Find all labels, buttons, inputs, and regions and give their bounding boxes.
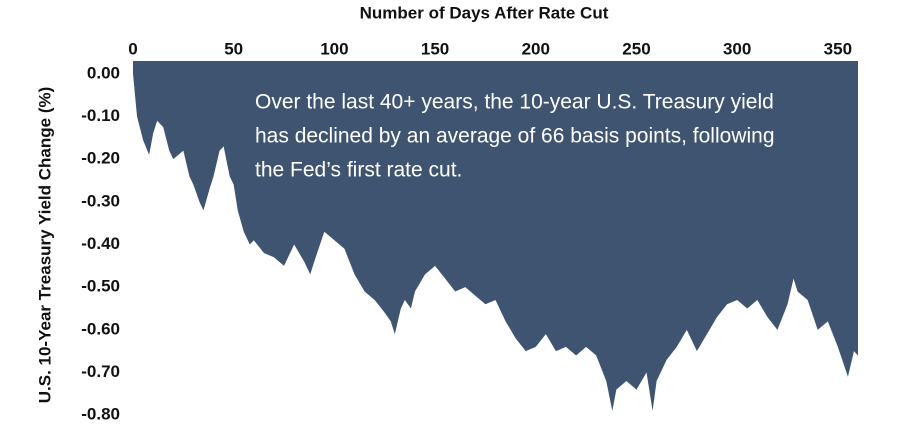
x-tick-label: 200 xyxy=(522,39,550,58)
y-tick-label: -0.60 xyxy=(81,319,120,338)
x-tick-label: 350 xyxy=(824,39,852,58)
y-tick-label: -0.70 xyxy=(81,362,120,381)
y-tick-label: 0.00 xyxy=(87,63,120,82)
y-tick-label: -0.40 xyxy=(81,234,120,253)
annotation: the Fed’s first rate cut. xyxy=(255,159,462,182)
y-tick-label: -0.20 xyxy=(81,149,120,168)
y-tick-label: -0.10 xyxy=(81,106,120,125)
annotation: Over the last 40+ years, the 10-year U.S… xyxy=(255,91,774,114)
x-tick-label: 250 xyxy=(622,39,650,58)
y-tick-label: -0.50 xyxy=(81,277,120,296)
x-tick-label: 50 xyxy=(224,39,243,58)
x-tick-label: 100 xyxy=(320,39,348,58)
x-axis-title: Number of Days After Rate Cut xyxy=(360,3,609,22)
area xyxy=(133,61,858,411)
x-tick-label: 150 xyxy=(421,39,449,58)
x-tick-label: 0 xyxy=(128,39,137,58)
annotation: has declined by an average of 66 basis p… xyxy=(255,125,775,148)
y-axis-title: U.S. 10-Year Treasury Yield Change (%) xyxy=(35,87,54,404)
y-tick-label: -0.80 xyxy=(81,405,120,424)
y-tick-label: -0.30 xyxy=(81,191,120,210)
x-tick-label: 300 xyxy=(723,39,751,58)
